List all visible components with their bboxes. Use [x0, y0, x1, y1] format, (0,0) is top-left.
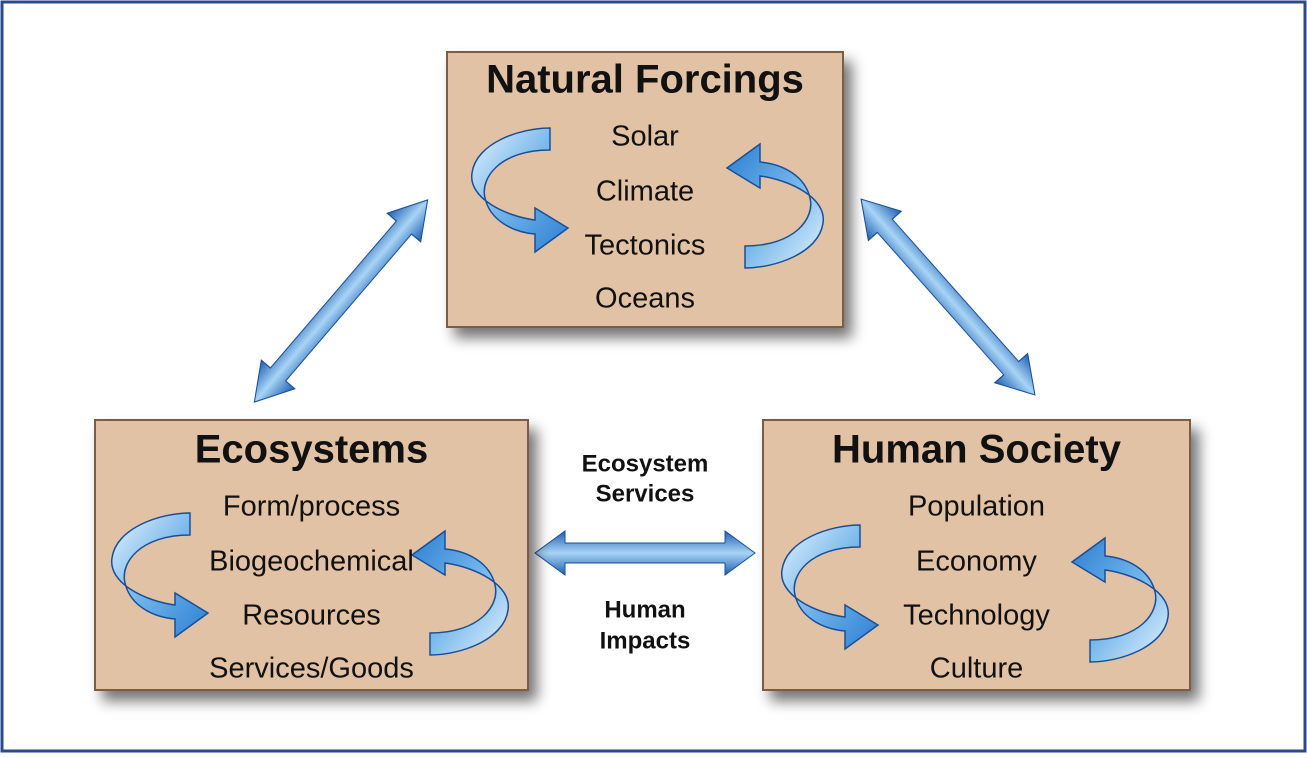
center-label: Services	[596, 480, 695, 507]
node-item: Technology	[903, 600, 1050, 632]
node-item: Form/process	[223, 491, 400, 523]
node-item: Culture	[930, 653, 1024, 685]
node-box	[446, 51, 844, 328]
node-item: Biogeochemical	[209, 546, 414, 578]
node: Human Society Population Economy Technology…	[762, 419, 1191, 691]
node-item: Services/Goods	[209, 653, 414, 685]
node-title: Natural Forcings	[486, 58, 804, 102]
node-item: Population	[908, 491, 1045, 523]
center-label: Human	[604, 596, 685, 623]
node-item: Resources	[242, 600, 381, 632]
center-label: Ecosystem	[582, 450, 709, 477]
node-item: Tectonics	[585, 230, 706, 262]
node-title: Human Society	[832, 428, 1122, 472]
node-item: Climate	[596, 176, 694, 208]
center-label: Impacts	[600, 627, 691, 654]
node-title: Ecosystems	[195, 428, 428, 472]
node: Ecosystems Form/process Biogeochemical Reso…	[94, 419, 529, 691]
node-item: Oceans	[595, 283, 695, 315]
node-item: Solar	[611, 121, 679, 153]
node: Natural Forcings Solar Climate Tectonics Oce…	[446, 51, 844, 328]
node-item: Economy	[916, 546, 1037, 578]
